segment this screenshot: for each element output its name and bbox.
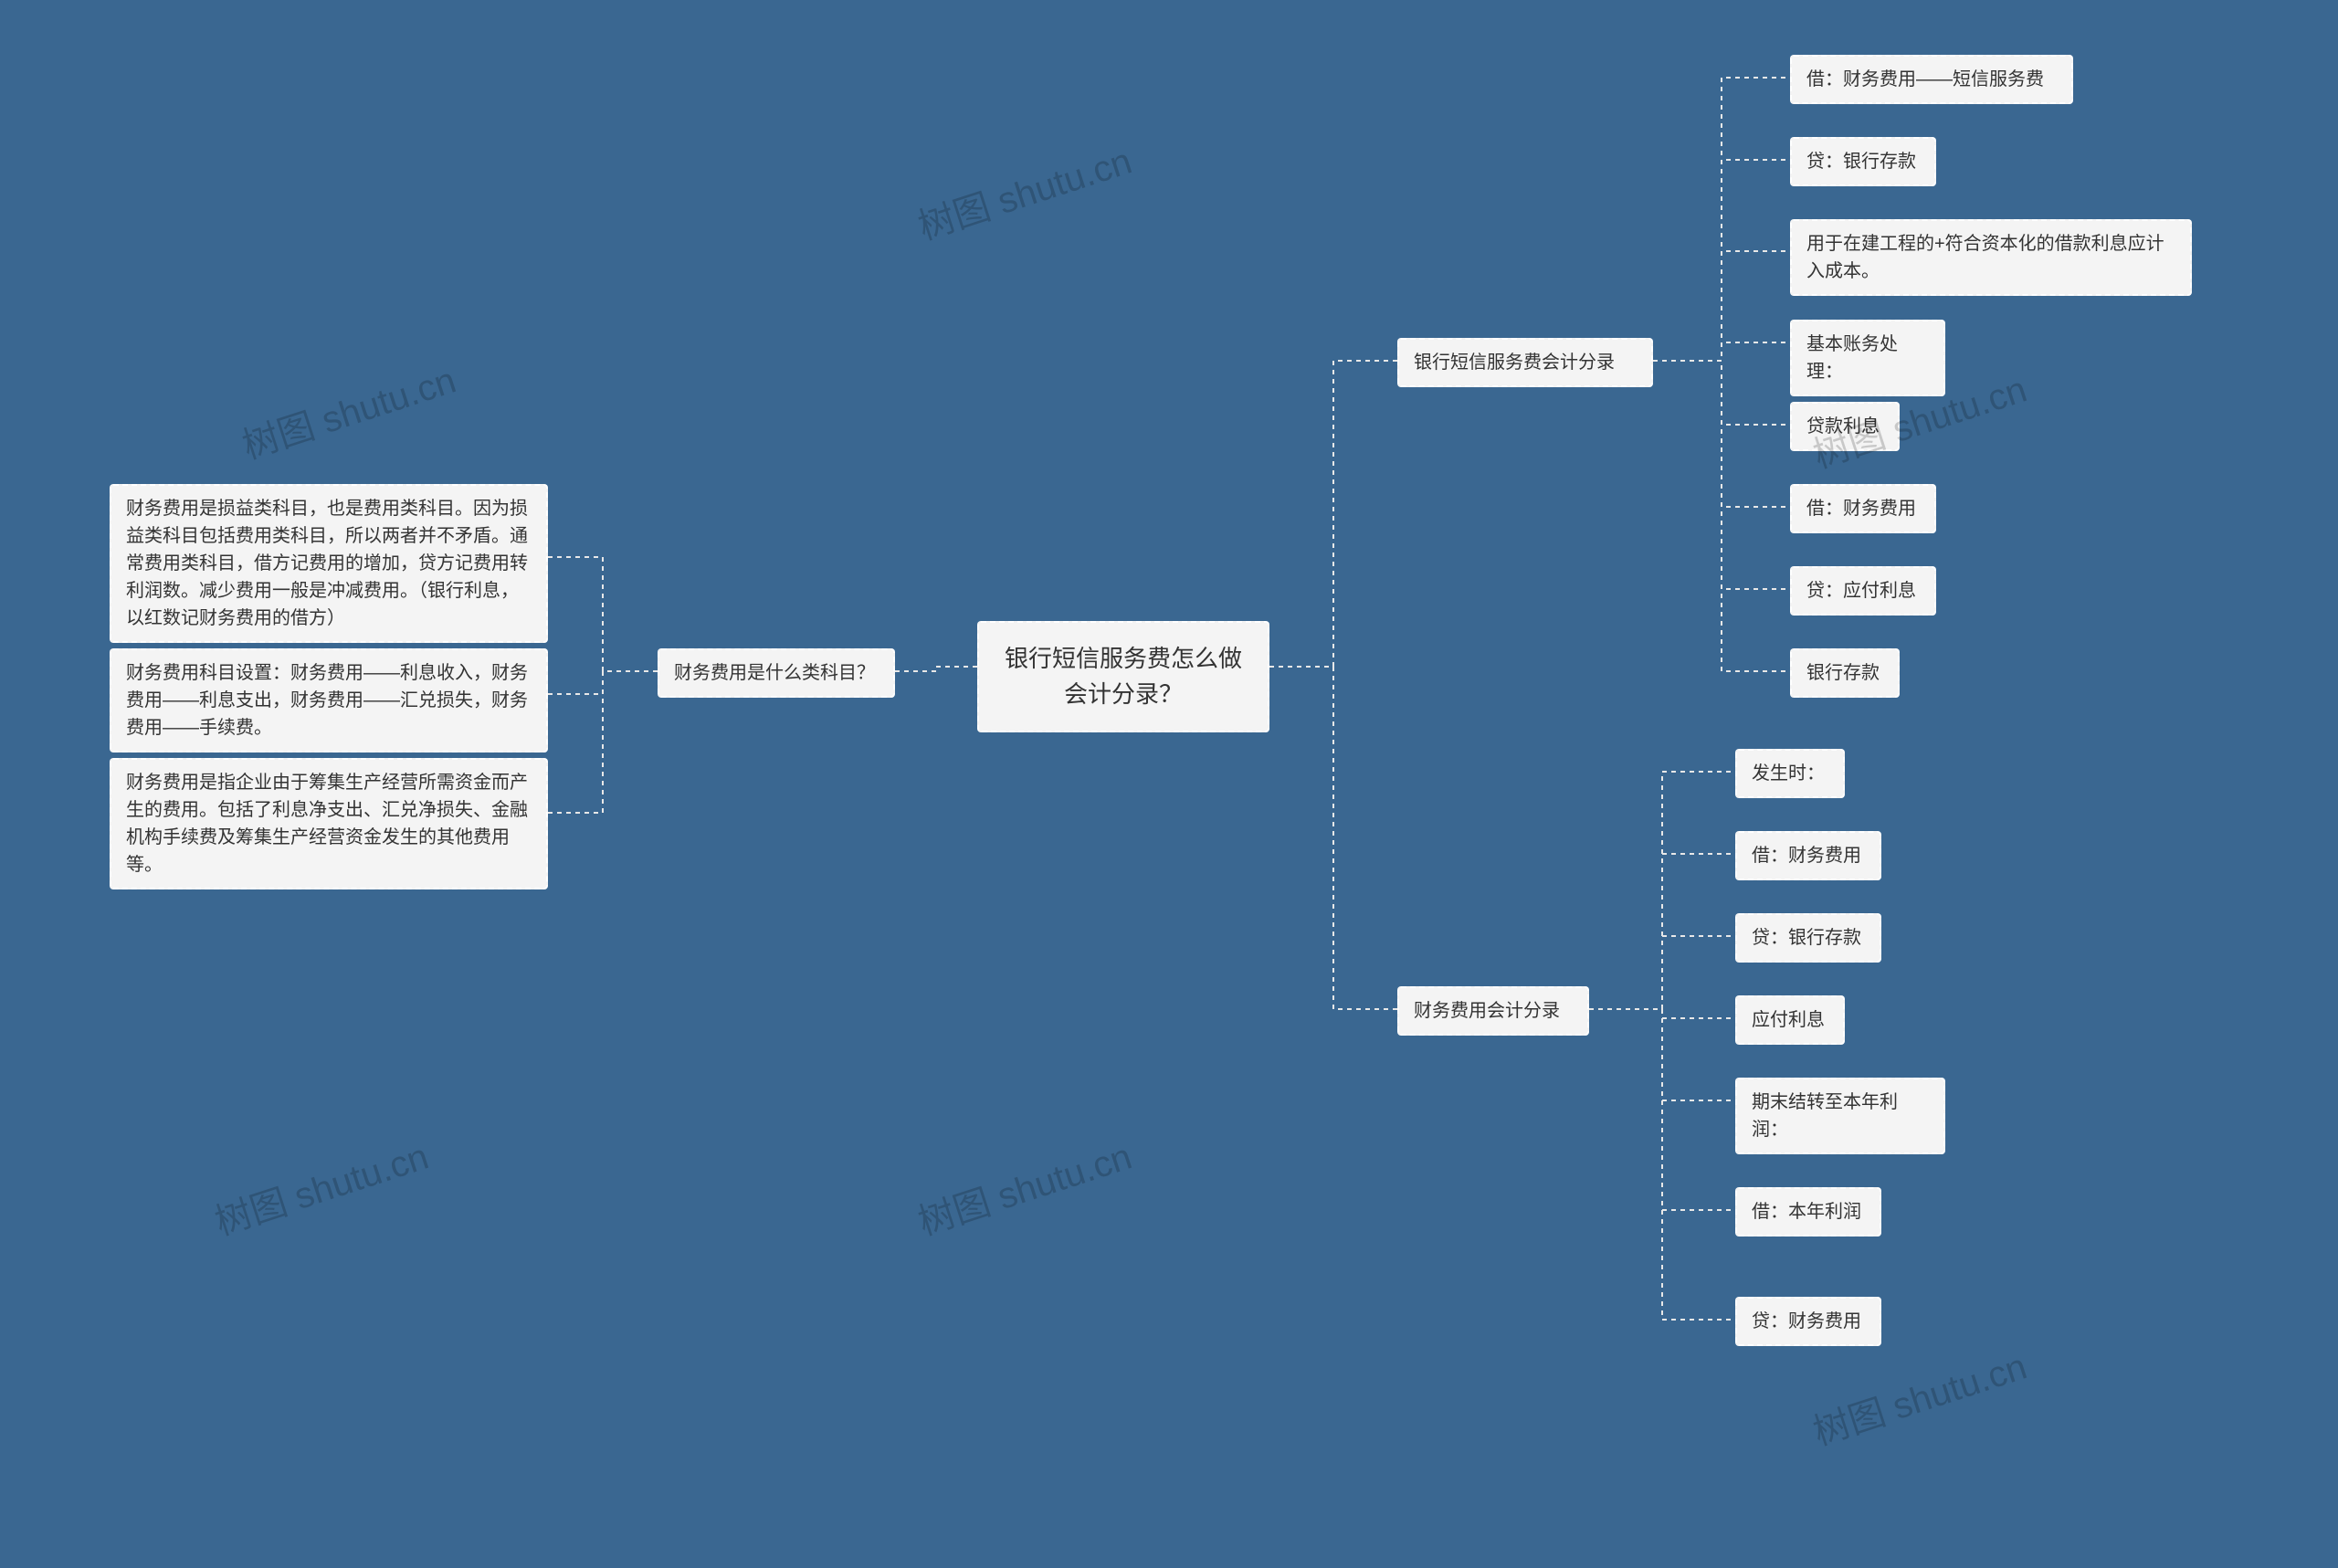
right-0-leaf-6: 贷：应付利息 — [1790, 566, 1936, 616]
right-0-leaf-4: 贷款利息 — [1790, 402, 1900, 451]
right-branch-1: 财务费用会计分录 — [1397, 986, 1589, 1036]
left-leaf-1: 财务费用科目设置：财务费用——利息收入，财务费用——利息支出，财务费用——汇兑损… — [110, 648, 548, 752]
right-1-leaf-4: 期末结转至本年利润： — [1735, 1078, 1945, 1154]
right-0-leaf-1: 贷：银行存款 — [1790, 137, 1936, 186]
watermark: 树图 shutu.cn — [1806, 1337, 2032, 1456]
right-0-leaf-3: 基本账务处理： — [1790, 320, 1945, 396]
left-branch: 财务费用是什么类科目？ — [658, 648, 895, 698]
root-node: 银行短信服务费怎么做会计分录？ — [977, 621, 1269, 732]
right-1-leaf-6: 贷：财务费用 — [1735, 1297, 1881, 1346]
right-1-leaf-3: 应付利息 — [1735, 995, 1845, 1045]
right-0-leaf-2: 用于在建工程的+符合资本化的借款利息应计入成本。 — [1790, 219, 2192, 296]
right-1-leaf-5: 借：本年利润 — [1735, 1187, 1881, 1237]
right-1-leaf-0: 发生时： — [1735, 749, 1845, 798]
watermark: 树图 shutu.cn — [207, 1127, 434, 1246]
watermark: 树图 shutu.cn — [911, 132, 1137, 250]
right-1-leaf-2: 贷：银行存款 — [1735, 913, 1881, 963]
right-branch-0: 银行短信服务费会计分录 — [1397, 338, 1653, 387]
right-1-leaf-1: 借：财务费用 — [1735, 831, 1881, 880]
watermark: 树图 shutu.cn — [235, 351, 461, 469]
right-0-leaf-5: 借：财务费用 — [1790, 484, 1936, 533]
right-0-leaf-0: 借：财务费用——短信服务费 — [1790, 55, 2073, 104]
watermark: 树图 shutu.cn — [911, 1127, 1137, 1246]
left-leaf-0: 财务费用是损益类科目，也是费用类科目。因为损益类科目包括费用类科目，所以两者并不… — [110, 484, 548, 643]
left-leaf-2: 财务费用是指企业由于筹集生产经营所需资金而产生的费用。包括了利息净支出、汇兑净损… — [110, 758, 548, 889]
right-0-leaf-7: 银行存款 — [1790, 648, 1900, 698]
